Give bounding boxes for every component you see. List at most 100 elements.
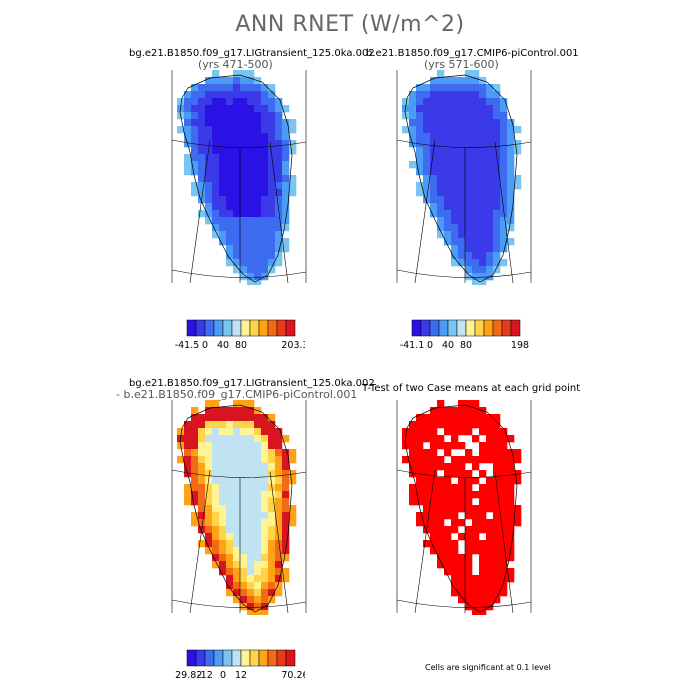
grid-cell bbox=[423, 98, 431, 106]
grid-cell bbox=[500, 119, 508, 127]
grid-cell bbox=[416, 470, 424, 478]
grid-cell bbox=[275, 203, 283, 211]
grid-cell bbox=[233, 105, 241, 113]
grid-cell bbox=[289, 456, 297, 464]
grid-cell bbox=[275, 561, 283, 569]
grid-cell bbox=[465, 161, 473, 169]
grid-cell bbox=[416, 147, 424, 155]
grid-cell bbox=[261, 547, 269, 555]
grid-cell bbox=[282, 154, 290, 162]
grid-cell bbox=[212, 414, 220, 422]
grid-cell bbox=[268, 196, 276, 204]
grid-cell bbox=[507, 435, 515, 443]
grid-cell bbox=[240, 463, 248, 471]
grid-cell bbox=[493, 91, 501, 99]
grid-cell bbox=[233, 414, 241, 422]
grid-cell bbox=[444, 407, 452, 415]
grid-cell bbox=[451, 512, 459, 520]
grid-cell bbox=[275, 196, 283, 204]
grid-cell bbox=[254, 126, 262, 134]
grid-cell bbox=[254, 512, 262, 520]
grid-cell bbox=[212, 470, 220, 478]
grid-cell bbox=[479, 252, 487, 260]
colorbar-swatch bbox=[204, 649, 215, 667]
grid-cell bbox=[191, 112, 199, 120]
grid-cell bbox=[486, 498, 494, 506]
grid-cell bbox=[212, 98, 220, 106]
grid-cell bbox=[437, 526, 445, 534]
grid-cell bbox=[507, 140, 515, 148]
grid-cell bbox=[247, 449, 255, 457]
grid-cell bbox=[212, 140, 220, 148]
grid-cell bbox=[191, 470, 199, 478]
grid-cell bbox=[437, 217, 445, 225]
grid-cell bbox=[261, 182, 269, 190]
grid-cell bbox=[451, 435, 459, 443]
grid-cell bbox=[282, 196, 290, 204]
grid-cell bbox=[479, 105, 487, 113]
grid-cell bbox=[261, 161, 269, 169]
grid-cell bbox=[451, 554, 459, 562]
grid-cell bbox=[268, 505, 276, 513]
grid-cell bbox=[205, 449, 213, 457]
grid-cell bbox=[451, 91, 459, 99]
grid-cell bbox=[472, 182, 480, 190]
grid-cell bbox=[479, 231, 487, 239]
colorbar-swatch bbox=[231, 649, 242, 667]
grid-cell bbox=[233, 112, 241, 120]
grid-cell bbox=[444, 203, 452, 211]
grid-cell bbox=[444, 470, 452, 478]
grid-cell bbox=[479, 554, 487, 562]
latitude-line bbox=[171, 139, 307, 148]
grid-cell bbox=[500, 505, 508, 513]
grid-cell bbox=[430, 428, 438, 436]
grid-cell bbox=[240, 224, 248, 232]
grid-cell bbox=[416, 428, 424, 436]
grid-cell bbox=[198, 491, 206, 499]
grid-cell bbox=[451, 519, 459, 527]
grid-cell bbox=[254, 477, 262, 485]
grid-cell bbox=[247, 77, 255, 85]
grid-cell bbox=[282, 182, 290, 190]
grid-cell bbox=[247, 554, 255, 562]
colorbar-swatch bbox=[240, 319, 251, 337]
grid-cell bbox=[479, 568, 487, 576]
grid-cell bbox=[233, 498, 241, 506]
grid-cell bbox=[212, 175, 220, 183]
grid-cell bbox=[423, 175, 431, 183]
grid-cell bbox=[409, 428, 417, 436]
grid-cell bbox=[254, 91, 262, 99]
grid-cell bbox=[458, 505, 466, 513]
grid-cell bbox=[416, 182, 424, 190]
grid-cell bbox=[247, 280, 255, 285]
grid-cell bbox=[254, 575, 262, 583]
grid-cell bbox=[500, 575, 508, 583]
grid-cell bbox=[437, 168, 445, 176]
grid-cell bbox=[437, 175, 445, 183]
grid-cell bbox=[472, 91, 480, 99]
grid-cell bbox=[268, 238, 276, 246]
grid-cell bbox=[275, 491, 283, 499]
grid-cell bbox=[219, 77, 227, 85]
grid-cell bbox=[254, 554, 262, 562]
grid-cell bbox=[247, 84, 255, 92]
grid-cell bbox=[430, 547, 438, 555]
grid-cell bbox=[205, 196, 213, 204]
grid-cell bbox=[268, 245, 276, 253]
grid-cell bbox=[458, 140, 466, 148]
grid-cell bbox=[268, 575, 276, 583]
grid-cell bbox=[268, 428, 276, 436]
colorbar-tick-label: 80 bbox=[235, 340, 247, 351]
grid-cell bbox=[212, 112, 220, 120]
grid-cell bbox=[282, 491, 290, 499]
grid-cell bbox=[261, 126, 269, 134]
grid-cell bbox=[205, 442, 213, 450]
grid-cell bbox=[184, 463, 192, 471]
grid-cell bbox=[500, 533, 508, 541]
grid-cell bbox=[451, 182, 459, 190]
grid-cell bbox=[212, 84, 220, 92]
grid-cell bbox=[465, 505, 473, 513]
grid-cell bbox=[247, 217, 255, 225]
grid-cell bbox=[268, 596, 276, 604]
grid-cell bbox=[240, 210, 248, 218]
